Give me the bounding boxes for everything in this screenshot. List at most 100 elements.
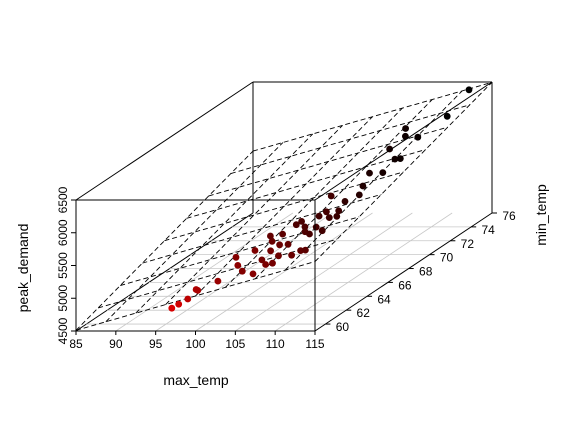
x-tick-label: 85 <box>69 337 83 351</box>
data-point <box>184 295 192 303</box>
y-tick-label: 60 <box>336 320 350 334</box>
data-point <box>284 240 292 248</box>
data-point <box>175 300 183 308</box>
data-point <box>379 169 387 177</box>
floor-grid-line <box>235 212 413 332</box>
data-point <box>268 238 276 245</box>
data-point <box>325 214 333 222</box>
data-point <box>443 112 451 120</box>
data-points <box>168 86 473 312</box>
y-tick-label: 64 <box>377 292 391 306</box>
data-point <box>386 145 393 153</box>
data-point <box>292 221 300 229</box>
data-point <box>366 169 373 177</box>
x-axis-ticks: 85 90 95 100 105 110 115 <box>69 331 325 351</box>
plane-grid-line <box>142 193 382 264</box>
data-point <box>327 192 335 200</box>
plane-grid-line <box>195 116 373 297</box>
data-point <box>302 246 309 254</box>
x-tick-label: 115 <box>305 337 324 351</box>
data-point <box>275 252 282 260</box>
data-point <box>267 247 274 255</box>
data-point <box>267 232 274 240</box>
plane-grid-line <box>76 261 316 331</box>
data-point <box>465 86 473 94</box>
data-point <box>214 277 222 285</box>
plane-grid-line <box>165 124 343 305</box>
data-point <box>194 287 202 294</box>
data-point <box>238 267 246 275</box>
plane-grid-line <box>135 133 314 314</box>
plane-grid-line <box>230 104 470 174</box>
y-tick-label: 70 <box>440 251 454 265</box>
x-tick-label: 95 <box>149 337 163 351</box>
data-point <box>258 256 266 264</box>
data-point <box>323 208 330 216</box>
data-point <box>359 182 367 190</box>
plane-grid-line <box>76 150 254 331</box>
plane-grid-line <box>98 238 338 309</box>
x-tick-label: 110 <box>266 337 285 351</box>
data-point <box>279 230 286 238</box>
regression-plane <box>76 82 492 331</box>
z-tick-label: 6500 <box>56 186 70 213</box>
plane-grid-line <box>186 149 426 219</box>
data-point <box>341 198 349 205</box>
box-edge <box>314 81 493 201</box>
y-tick-label: 74 <box>481 223 495 237</box>
y-tick-label: 66 <box>398 278 412 292</box>
z-axis-ticks: 4500 5000 5500 6000 6500 <box>56 186 76 344</box>
y-tick-label: 62 <box>357 306 371 320</box>
data-point <box>168 304 176 312</box>
data-point <box>234 262 242 269</box>
data-point <box>355 191 363 199</box>
y-axis-title: min_temp <box>533 184 549 246</box>
z-axis-title: peak_demand <box>15 224 31 313</box>
data-point <box>391 155 399 163</box>
data-point <box>315 212 323 220</box>
data-point <box>251 247 259 254</box>
plane-grid-line <box>164 171 404 242</box>
box-edge <box>314 212 493 332</box>
z-tick-label: 6000 <box>56 219 70 246</box>
x-axis-title: max_temp <box>163 372 229 388</box>
data-point <box>269 259 276 267</box>
x-tick-label: 105 <box>225 337 245 351</box>
back-box-edges <box>75 81 493 332</box>
box-edge <box>75 212 254 332</box>
plane-grid-line <box>225 107 403 288</box>
y-axis-ticks: 60 62 64 66 68 70 72 74 76 <box>325 209 516 334</box>
data-point <box>414 133 422 141</box>
data-point <box>402 125 409 132</box>
y-tick-label: 72 <box>461 237 475 251</box>
data-point <box>318 227 326 235</box>
data-point <box>396 155 404 163</box>
y-tick-label: 68 <box>419 265 433 279</box>
plane-grid-line <box>252 82 492 152</box>
y-tick-label: 76 <box>502 209 516 223</box>
data-point <box>232 253 240 261</box>
box-edge <box>75 81 254 201</box>
plane-grid-line <box>314 82 492 262</box>
z-tick-label: 5000 <box>56 285 70 312</box>
data-point <box>335 207 343 215</box>
plane-grid-line <box>208 126 448 197</box>
data-point <box>312 223 320 231</box>
data-point <box>306 230 313 238</box>
data-point <box>288 251 295 259</box>
z-tick-label: 5500 <box>56 252 70 279</box>
data-point <box>276 241 283 249</box>
data-point <box>301 223 309 231</box>
x-tick-label: 100 <box>185 337 205 351</box>
data-point <box>333 213 341 220</box>
floor-grid-line <box>274 212 453 332</box>
plane-grid-line <box>105 142 284 323</box>
data-point <box>249 270 257 278</box>
data-point <box>262 261 269 268</box>
plane-grid-line <box>120 216 360 286</box>
floor-grid-line <box>115 212 294 332</box>
z-tick-label: 4500 <box>56 317 70 344</box>
x-tick-label: 90 <box>109 337 123 351</box>
